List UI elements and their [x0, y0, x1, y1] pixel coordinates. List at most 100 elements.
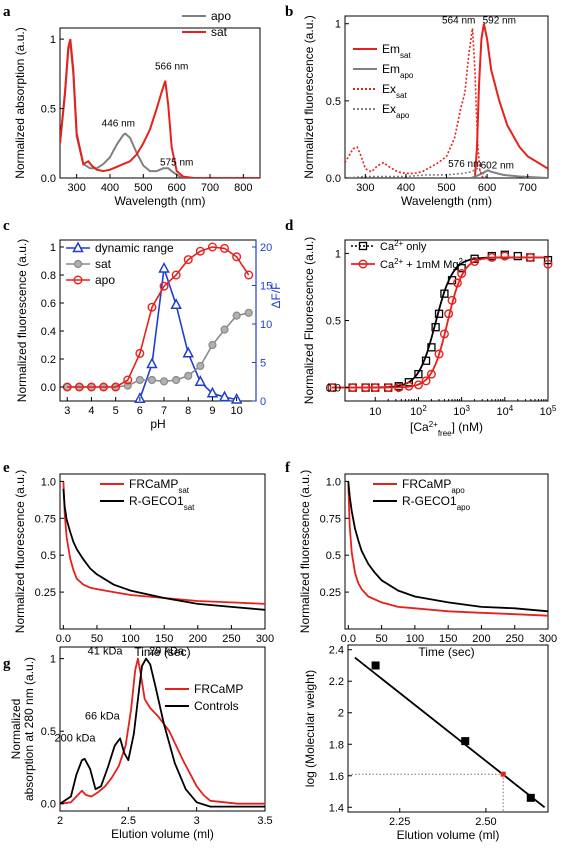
panel-d-legend-ca-only-marker	[358, 241, 368, 251]
panel-h-ytick-label: 2.4	[329, 645, 344, 657]
panel-a-xtick-label: 700	[201, 182, 219, 194]
panel-d-point	[543, 259, 553, 269]
panel-d-ytick-label: 0.5	[326, 316, 341, 328]
panel-c-y2tick-label: 5	[260, 358, 266, 370]
panel-b-legend-Em-apo-label: Emapo	[382, 62, 414, 80]
panel-d-point	[487, 252, 497, 262]
panel-b-xlabel: Wavelength (nm)	[401, 194, 492, 208]
panel-d-panel-label: d	[285, 218, 294, 234]
panel-g-legend-FRCaMP: FRCaMP	[165, 682, 243, 696]
panel-d-point	[361, 383, 371, 393]
panel-a-xtick-label: 600	[167, 182, 185, 194]
panel-g-xlabel: Elution volume (ml)	[111, 827, 214, 841]
panel-g-panel-label: g	[3, 656, 11, 672]
panel-d-point	[426, 369, 436, 379]
panel-g-legend-Controls-label: Controls	[194, 699, 239, 713]
panel-f-series-FRCaMP	[347, 484, 549, 617]
panel-e-ytick-label: 0.75	[35, 513, 56, 525]
panel-b-legend-Em-sat: Emsat	[353, 42, 411, 60]
panel-d-point	[447, 295, 457, 305]
panel-h-xtick-label: 2.50	[475, 816, 496, 828]
panel-a-plot	[60, 38, 260, 178]
panel-b-series-Em-apo	[470, 169, 548, 178]
panel-b-annotation: 602 nm	[481, 161, 514, 172]
panel-a-legend-sat-label: sat	[211, 25, 228, 39]
panel-c-point	[184, 371, 193, 380]
panel-d-ytick-label: 1	[335, 248, 341, 260]
panel-d-legend-ca-only-label: Ca2+ only	[380, 239, 427, 254]
panel-c-xtick-label: 10	[231, 405, 243, 417]
panel-e-panel-label: e	[3, 460, 10, 476]
panel-c-point	[74, 382, 84, 392]
panel-c-legend-apo-label: apo	[95, 273, 115, 287]
panel-e-ytick-label: 0.25	[35, 587, 56, 599]
panel-a-xtick-label: 500	[134, 182, 152, 194]
panel-f-legend-FRCaMP: FRCaMPapo	[373, 477, 465, 495]
panel-d-fit-solid	[332, 256, 548, 389]
panel-c-point	[147, 375, 157, 385]
panel-c-legend-sat-marker	[73, 259, 83, 269]
panel-c-point	[159, 377, 169, 386]
panel-c-point	[158, 261, 170, 273]
panel-h-fit-line	[354, 656, 546, 809]
panel-b-xtick-label: 700	[519, 182, 537, 194]
panel-b-xtick-label: 400	[397, 182, 415, 194]
panel-e-xtick-label: 250	[222, 633, 240, 645]
panel-d-point	[327, 383, 337, 393]
panel-c-y2tick-label: 20	[260, 242, 272, 254]
panel-c-ytick-label: 0.0	[41, 382, 56, 394]
panel-h-xlabel: Elution volume (ml)	[397, 828, 500, 842]
panel-e-series-R-GECO1	[62, 488, 266, 611]
panel-c-point	[220, 243, 230, 253]
panel-c-legend-sat-label: sat	[95, 257, 112, 271]
panel-c-series-sat	[67, 312, 249, 388]
panel-g-series-Controls	[59, 657, 265, 808]
panel-g-ytick-label: 0.0	[41, 799, 56, 811]
panel-d-legend-ca-mg-marker	[358, 259, 368, 269]
panel-d-point	[394, 383, 404, 393]
panel-d-point	[513, 251, 522, 261]
panel-e-xtick-label: 150	[155, 633, 173, 645]
panel-c-point	[159, 281, 169, 291]
panel-c-point	[194, 375, 207, 386]
panel-f-ylabel: Normalized fluorescence (a.u.)	[298, 470, 312, 633]
panel-g-xtick-label: 2	[57, 815, 63, 827]
panel-c-point	[206, 386, 219, 398]
panel-f-xtick-label: 150	[439, 633, 457, 645]
panel-e-xtick-label: 200	[189, 633, 207, 645]
panel-c-point	[218, 390, 231, 402]
panel-e-ytick-label: 1.0	[41, 476, 56, 488]
panel-a-xtick-label: 400	[101, 182, 119, 194]
panel-g-annotation: 66 kDa	[85, 711, 121, 723]
panel-c-y2tick-label: 10	[260, 319, 272, 331]
panel-e-legend-FRCaMP: FRCaMPsat	[100, 477, 190, 495]
panel-f-xtick-label: 250	[506, 633, 524, 645]
panel-e-legend-R-GECO1: R-GECO1sat	[100, 494, 195, 512]
panel-h-axes-frame	[347, 644, 549, 813]
panel-d-point	[439, 329, 449, 339]
panel-e-xtick-label: 300	[256, 633, 274, 645]
panel-c-point	[195, 246, 205, 256]
panel-h-ytick-label: 2.2	[329, 676, 344, 688]
panel-c-y2tick-label: 15	[260, 281, 272, 293]
panel-c-point	[171, 270, 181, 280]
panel-b-ytick-label: 0.0	[326, 173, 341, 185]
panel-d-ytick-label: 0.0	[326, 383, 341, 395]
panel-g-ytick-label: 0.5	[41, 726, 56, 738]
panel-c-point	[196, 361, 205, 371]
panel-d-legend-ca-only: Ca2+ only	[351, 239, 427, 254]
panel-f-xlabel: Time (sec)	[418, 645, 474, 659]
panel-c-ylabel: Normalized fluorescence (a.u.)	[15, 239, 29, 402]
panel-d-point	[457, 269, 467, 279]
panel-d-xtick-label: 102	[410, 404, 427, 419]
panel-c-point	[232, 252, 242, 262]
panel-c-point	[244, 308, 253, 317]
panel-h-ytick-label: 2	[338, 708, 344, 720]
panel-c-xtick-label: 3	[64, 405, 70, 417]
panel-g-xtick-label: 3.5	[257, 815, 272, 827]
panel-g-annotation: 41 kDa	[88, 645, 124, 657]
panel-c-xtick-label: 7	[161, 405, 167, 417]
panel-b-legend-Ex-sat: Exsat	[353, 82, 407, 100]
panel-c-point	[135, 375, 144, 385]
panel-f-axes-frame	[344, 473, 549, 630]
